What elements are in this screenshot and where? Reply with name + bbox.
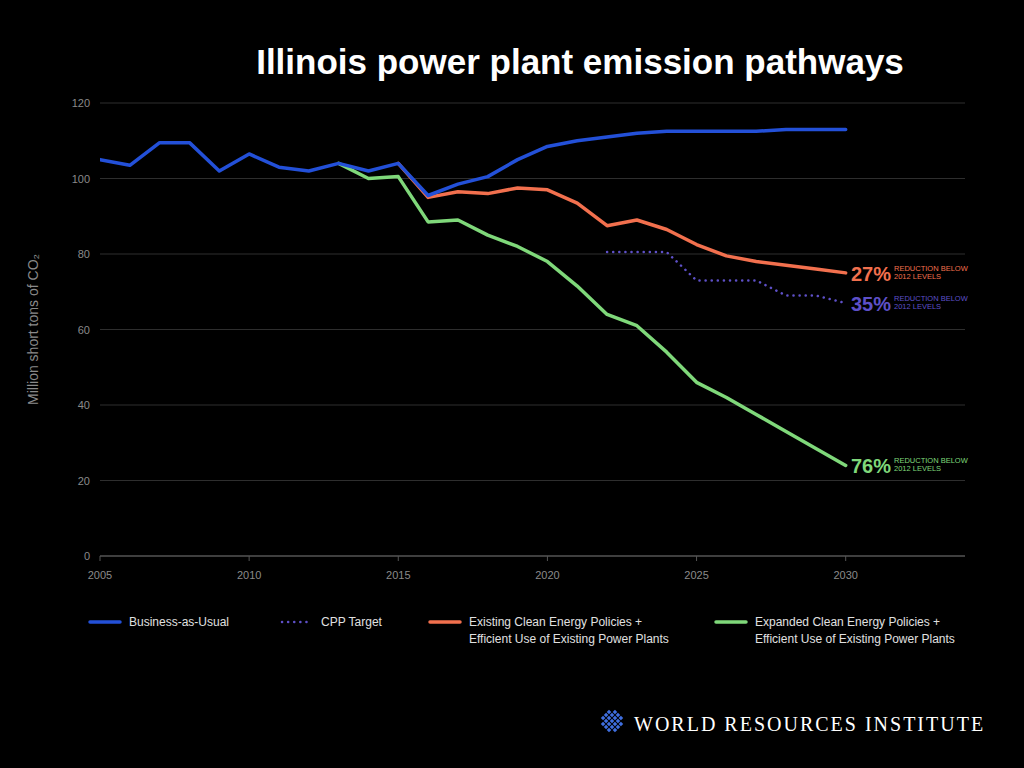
y-label: Million short tons of CO₂: [25, 254, 41, 405]
source: WORLD RESOURCES INSTITUTE: [634, 713, 985, 735]
chart: Illinois power plant emission pathways 0 2…: [0, 0, 1024, 768]
x-tick-label: 2010: [237, 569, 261, 581]
logo-cell: [604, 719, 609, 724]
logo-cell: [613, 716, 618, 721]
series-line: [398, 163, 845, 272]
logo-cell: [604, 713, 609, 718]
series-line: [100, 129, 846, 195]
y-tick-label: 120: [72, 97, 90, 109]
logo-cell: [607, 728, 612, 733]
legend-label: CPP Target: [321, 615, 383, 629]
logo-cell: [604, 725, 609, 730]
x-tick: [696, 556, 697, 561]
x-tick-label: 2025: [684, 569, 708, 581]
y-tick-label: 0: [84, 550, 90, 562]
logo-cell: [607, 716, 612, 721]
legend-line: Existing Clean Energy Policies +: [469, 615, 642, 629]
logo-cell: [619, 716, 624, 721]
legend-line: Expanded Clean Energy Policies +: [755, 615, 940, 629]
grid-line: [100, 556, 965, 557]
logo-cell: [610, 713, 615, 718]
logo-cell: [613, 728, 618, 733]
grid-line: [100, 178, 965, 179]
logo-cell: [610, 719, 615, 724]
annotation-value: 27%: [851, 263, 891, 285]
legend-swatch: [282, 621, 312, 624]
x-tick-label: 2020: [535, 569, 559, 581]
chart-root: Illinois power plant emission pathways 0 2…: [0, 0, 1024, 768]
x-tick-label: 2015: [386, 569, 410, 581]
logo-cell: [601, 716, 606, 721]
grid-line: [100, 329, 965, 330]
plot-area: [100, 129, 846, 465]
x-tick-label: 2030: [833, 569, 857, 581]
grid-line: [100, 103, 965, 104]
title: Illinois power plant emission pathways: [256, 42, 904, 81]
legend-line: Efficient Use of Existing Power Plants: [755, 632, 955, 646]
y-tick-label: 100: [72, 173, 90, 185]
logo-cell: [616, 725, 621, 730]
x-tick: [547, 556, 548, 561]
grid-line: [100, 480, 965, 481]
x-tick-label: 2005: [88, 569, 112, 581]
logo-cell: [610, 725, 615, 730]
series-line: [607, 252, 846, 303]
logo-cell: [601, 722, 606, 727]
legend-label: Expanded Clean Energy Policies + Efficien…: [755, 615, 955, 646]
logo: [598, 707, 626, 735]
annotation-value: 35%: [851, 293, 891, 315]
annotation-value: 76%: [851, 455, 891, 477]
y-tick-label: 20: [78, 475, 90, 487]
legend-swatch: [90, 620, 120, 624]
annotation-text: 2012 LEVELS: [894, 302, 941, 311]
x-tick: [100, 556, 101, 561]
legend-line: Efficient Use of Existing Power Plants: [469, 632, 669, 646]
background: [0, 0, 1024, 768]
y-tick-label: 60: [78, 324, 90, 336]
logo-cell: [619, 722, 624, 727]
series-line: [339, 163, 846, 465]
x-tick: [398, 556, 399, 561]
grid-line: [100, 405, 965, 406]
legend-label: Existing Clean Energy Policies + Efficien…: [469, 615, 669, 646]
x-tick: [249, 556, 250, 561]
legend-label: Business-as-Usual: [129, 615, 229, 629]
x-tick: [845, 556, 846, 561]
logo-cell: [607, 710, 612, 715]
x-axis: [100, 556, 965, 557]
y-tick-label: 40: [78, 399, 90, 411]
annotation-text: 2012 LEVELS: [894, 272, 941, 281]
y-tick-label: 80: [78, 248, 90, 260]
logo-cell: [616, 719, 621, 724]
logo-cell: [607, 722, 612, 727]
logo-cell: [616, 713, 621, 718]
legend-swatch: [430, 620, 460, 624]
logo-cell: [613, 722, 618, 727]
logo-cell: [613, 710, 618, 715]
annotation-text: 2012 LEVELS: [894, 464, 941, 473]
legend-swatch: [716, 620, 746, 624]
